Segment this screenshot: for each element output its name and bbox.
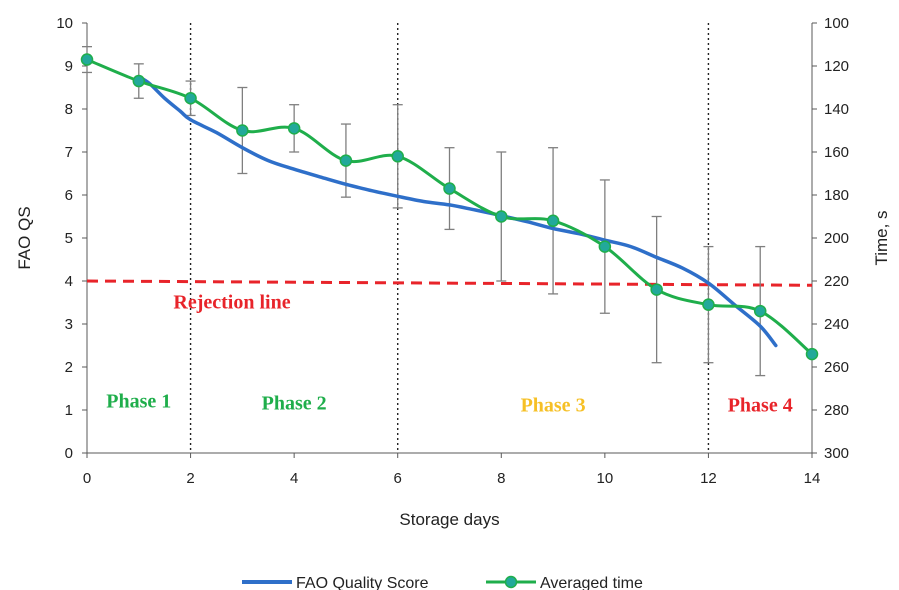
averaged-time-point — [650, 283, 663, 296]
x-tick-label: 6 — [394, 470, 402, 487]
x-tick-label: 8 — [497, 470, 505, 487]
left-tick-label: 3 — [65, 316, 73, 333]
averaged-time-point — [287, 122, 301, 135]
left-tick-label: 8 — [65, 101, 73, 118]
right-tick-label: 160 — [824, 144, 849, 161]
left-tick-label: 1 — [65, 402, 73, 419]
legend: FAO Quality Score Averaged time — [242, 575, 643, 590]
left-tick-label: 9 — [65, 58, 73, 75]
averaged-time-point — [339, 154, 353, 167]
left-tick-label: 4 — [65, 273, 73, 290]
legend-label-fao-quality-score: FAO Quality Score — [296, 575, 429, 590]
legend-marker-averaged-time — [504, 575, 518, 589]
phase-label: Phase 3 — [521, 395, 586, 417]
x-axis-ticks: 0 2 4 6 8 10 12 14 — [83, 453, 821, 487]
averaged-time-point — [753, 304, 767, 318]
phase-label: Phase 4 — [728, 395, 793, 417]
left-axis-ticks: 0 1 2 3 4 5 6 7 8 9 10 — [56, 15, 87, 462]
left-tick-label: 5 — [65, 230, 73, 247]
left-axis-title: FAO QS — [15, 206, 34, 269]
right-tick-label: 200 — [824, 230, 849, 247]
averaged-time-point — [598, 240, 612, 253]
phase-label: Phase 1 — [106, 390, 171, 412]
left-tick-label: 6 — [65, 187, 73, 204]
right-axis-ticks: 100 120 140 160 180 200 220 240 260 280 300 — [812, 15, 849, 462]
x-axis-title: Storage days — [399, 510, 499, 529]
averaged-time-point — [546, 214, 560, 228]
legend-label-averaged-time: Averaged time — [540, 575, 643, 590]
rejection-line-label: Rejection line — [173, 292, 290, 314]
averaged-time-point — [132, 74, 146, 88]
averaged-time-point — [702, 298, 715, 311]
phase-boundaries — [189, 23, 710, 453]
averaged-time-point — [805, 347, 819, 361]
averaged-time-point — [184, 92, 197, 105]
x-tick-label: 4 — [290, 470, 298, 487]
rejection-line-path — [86, 279, 813, 287]
right-axis-title: Time, s — [872, 210, 891, 265]
x-tick-label: 12 — [700, 470, 717, 487]
right-tick-label: 240 — [824, 316, 849, 333]
right-tick-label: 280 — [824, 402, 849, 419]
left-tick-label: 0 — [65, 445, 73, 462]
rejection-line: Rejection line — [86, 279, 813, 314]
averaged-time-point — [236, 124, 249, 137]
right-tick-label: 260 — [824, 359, 849, 376]
right-tick-label: 300 — [824, 445, 849, 462]
averaged-time-point — [495, 210, 508, 223]
right-tick-label: 120 — [824, 58, 849, 75]
series-layer — [80, 46, 819, 377]
right-tick-label: 140 — [824, 101, 849, 118]
right-tick-label: 100 — [824, 15, 849, 32]
left-tick-label: 2 — [65, 359, 73, 376]
phase-labels: Phase 1 Phase 2 Phase 3 Phase 4 — [106, 390, 792, 416]
averaged-time-point — [391, 150, 404, 163]
x-tick-label: 2 — [186, 470, 194, 487]
left-tick-label: 7 — [65, 144, 73, 161]
left-tick-label: 10 — [56, 15, 73, 32]
phase-label: Phase 2 — [262, 393, 327, 415]
x-tick-label: 10 — [597, 470, 614, 487]
averaged-time-point — [443, 182, 456, 195]
x-tick-label: 0 — [83, 470, 91, 487]
x-tick-label: 14 — [804, 470, 821, 487]
averaged-time-point — [80, 53, 94, 66]
right-tick-label: 180 — [824, 187, 849, 204]
right-tick-label: 220 — [824, 273, 849, 290]
fao-quality-score-line — [137, 75, 778, 348]
